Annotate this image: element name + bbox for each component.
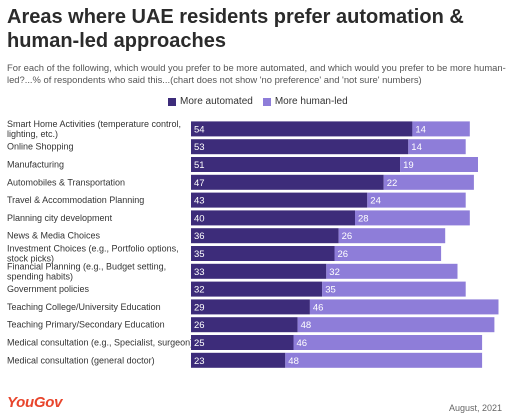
bar-more-automated (191, 246, 335, 261)
value-label-automated: 51 (194, 160, 205, 171)
bar-more-automated (191, 335, 294, 350)
bar-more-human-led (310, 299, 499, 314)
bar-more-automated (191, 175, 384, 190)
value-label-automated: 53 (194, 142, 205, 153)
bar-more-automated (191, 353, 285, 368)
bar-more-automated (191, 210, 355, 225)
category-label: News & Media Choices (7, 231, 101, 241)
publish-date: August, 2021 (449, 403, 502, 413)
bar-more-human-led (322, 282, 466, 297)
value-label-human-led: 46 (313, 302, 324, 313)
bar-more-human-led (367, 193, 465, 208)
bar-more-human-led (294, 335, 483, 350)
category-label: Teaching College/University Education (7, 302, 161, 312)
yougov-logo: YouGov (7, 394, 62, 411)
bar-more-automated (191, 139, 408, 154)
category-label: Government policies (7, 284, 90, 294)
value-label-human-led: 28 (358, 213, 369, 224)
value-label-automated: 32 (194, 285, 205, 296)
value-label-human-led: 22 (387, 178, 398, 189)
bar-more-human-led (326, 264, 457, 279)
value-label-human-led: 48 (301, 320, 312, 331)
value-label-human-led: 14 (411, 142, 422, 153)
category-label: Manufacturing (7, 160, 64, 170)
category-label: Travel & Accommodation Planning (7, 195, 144, 205)
value-label-automated: 35 (194, 249, 205, 260)
bar-more-human-led (335, 246, 442, 261)
category-label: Financial Planning (e.g., Budget setting… (7, 261, 166, 281)
category-label: Smart Home Activities (temperature contr… (7, 119, 181, 139)
value-label-human-led: 35 (325, 285, 336, 296)
value-label-automated: 26 (194, 320, 205, 331)
value-label-automated: 36 (194, 231, 205, 242)
category-label: Medical consultation (e.g., Specialist, … (7, 338, 193, 348)
category-label: Planning city development (7, 213, 113, 223)
bar-more-human-led (298, 317, 495, 332)
value-label-automated: 29 (194, 302, 205, 313)
value-label-automated: 25 (194, 338, 205, 349)
value-label-automated: 33 (194, 267, 205, 278)
bar-more-automated (191, 228, 339, 243)
bar-more-automated (191, 121, 412, 136)
value-label-human-led: 19 (403, 160, 414, 171)
bar-more-automated (191, 317, 298, 332)
bar-more-automated (191, 193, 367, 208)
bar-more-human-led (285, 353, 482, 368)
category-label: Automobiles & Transportation (7, 177, 125, 187)
bar-more-automated (191, 282, 322, 297)
value-label-human-led: 32 (329, 267, 340, 278)
value-label-automated: 43 (194, 196, 205, 207)
value-label-human-led: 24 (370, 196, 381, 207)
value-label-automated: 40 (194, 213, 205, 224)
value-label-automated: 23 (194, 356, 205, 367)
bar-more-automated (191, 264, 326, 279)
category-label: Teaching Primary/Secondary Education (7, 320, 165, 330)
bar-more-automated (191, 299, 310, 314)
value-label-human-led: 26 (338, 249, 349, 260)
bar-more-human-led (355, 210, 470, 225)
value-label-human-led: 46 (297, 338, 308, 349)
value-label-automated: 54 (194, 124, 205, 135)
category-label: Medical consultation (general doctor) (7, 355, 155, 365)
value-label-automated: 47 (194, 178, 205, 189)
value-label-human-led: 48 (288, 356, 299, 367)
category-label: Online Shopping (7, 142, 74, 152)
bar-more-automated (191, 157, 400, 172)
bar-more-human-led (339, 228, 446, 243)
value-label-human-led: 14 (415, 124, 426, 135)
value-label-human-led: 26 (342, 231, 353, 242)
